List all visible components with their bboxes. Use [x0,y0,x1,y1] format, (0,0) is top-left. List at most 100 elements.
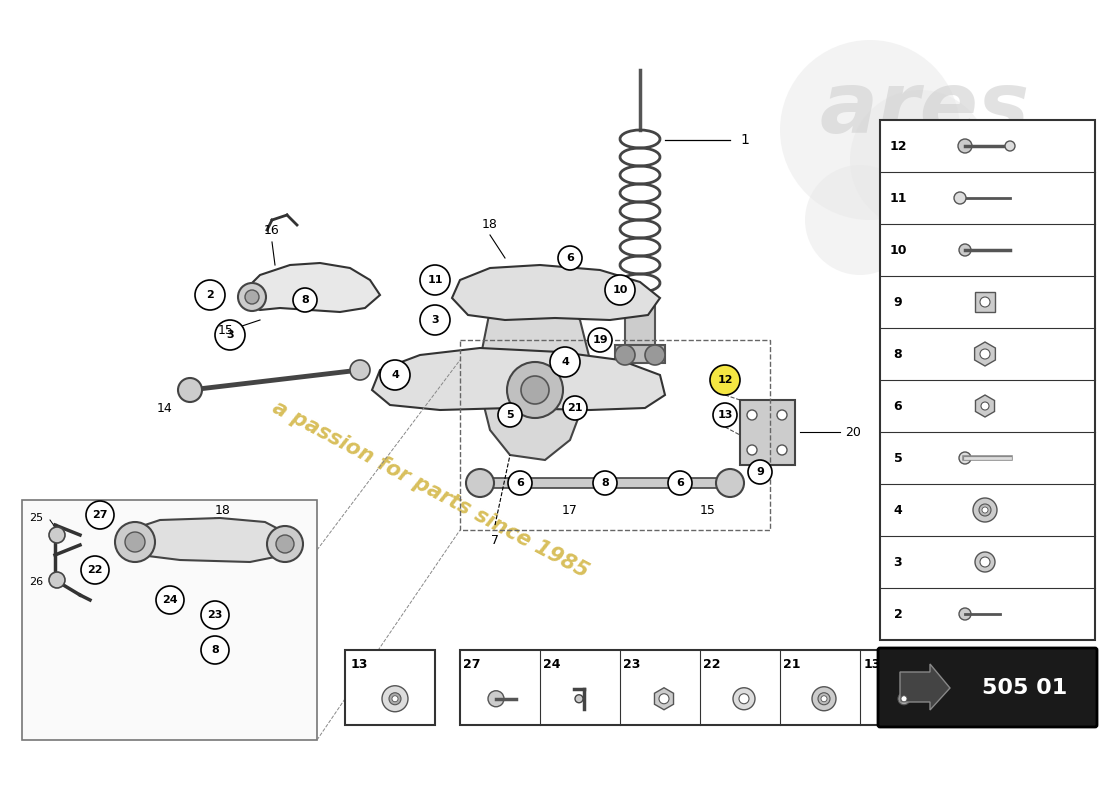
Circle shape [379,360,410,390]
Text: 8: 8 [211,645,219,655]
Circle shape [50,572,65,588]
Text: 24: 24 [543,658,561,670]
Text: 19: 19 [592,335,608,345]
Text: 21: 21 [783,658,801,670]
Circle shape [238,283,266,311]
Text: 13: 13 [864,658,881,670]
Circle shape [975,552,996,572]
Text: 20: 20 [845,426,861,438]
Text: 26: 26 [29,577,43,587]
Circle shape [293,288,317,312]
Circle shape [81,556,109,584]
Circle shape [389,693,402,705]
Text: 15: 15 [218,323,234,337]
Polygon shape [480,295,590,460]
Text: 14: 14 [157,402,173,414]
Circle shape [466,469,494,497]
Text: 7: 7 [491,534,499,546]
Text: 6: 6 [893,399,902,413]
Text: 25: 25 [29,513,43,523]
Text: 8: 8 [601,478,609,488]
Text: 9: 9 [756,467,763,477]
Circle shape [891,686,917,712]
Circle shape [821,696,827,702]
Circle shape [605,275,635,305]
Circle shape [382,686,408,712]
Circle shape [812,686,836,710]
Circle shape [959,452,971,464]
Text: 4: 4 [561,357,569,367]
Circle shape [710,365,740,395]
Text: 15: 15 [700,503,716,517]
Text: 23: 23 [624,658,640,670]
Text: 12: 12 [717,375,733,385]
Text: 13: 13 [350,658,367,670]
Circle shape [898,693,910,705]
Text: 10: 10 [889,243,906,257]
Circle shape [974,498,997,522]
Circle shape [156,586,184,614]
Circle shape [350,360,370,380]
Circle shape [214,320,245,350]
Text: 24: 24 [162,595,178,605]
Text: 3: 3 [431,315,439,325]
Circle shape [645,345,665,365]
Circle shape [50,527,65,543]
Circle shape [780,40,960,220]
Text: 22: 22 [87,565,102,575]
Circle shape [805,165,915,275]
Circle shape [507,362,563,418]
Circle shape [588,328,612,352]
Circle shape [747,410,757,420]
Circle shape [982,507,988,513]
Text: 27: 27 [463,658,481,670]
Text: 6: 6 [516,478,524,488]
Circle shape [958,139,972,153]
Text: 3: 3 [893,555,902,569]
Circle shape [959,608,971,620]
Text: 18: 18 [482,218,498,231]
Circle shape [980,297,990,307]
Text: 11: 11 [427,275,442,285]
Circle shape [981,402,989,410]
Polygon shape [452,265,660,320]
Text: 9: 9 [893,295,902,309]
Bar [22,500,317,740]
Circle shape [954,192,966,204]
Text: ares: ares [820,69,1031,151]
Text: 4: 4 [893,503,902,517]
Circle shape [659,694,669,704]
Circle shape [901,696,908,702]
Circle shape [195,280,226,310]
Circle shape [850,90,990,230]
Circle shape [498,403,522,427]
Bar [460,340,770,530]
Circle shape [267,526,303,562]
Circle shape [558,246,582,270]
Bar [480,478,730,488]
Text: 5: 5 [893,451,902,465]
Circle shape [420,305,450,335]
Circle shape [1005,141,1015,151]
Circle shape [959,244,971,256]
Circle shape [979,504,991,516]
Text: 22: 22 [703,658,720,670]
Circle shape [86,501,114,529]
Text: 12: 12 [889,139,906,153]
Bar [615,345,666,363]
Polygon shape [900,664,950,710]
Polygon shape [118,518,290,562]
Circle shape [980,557,990,567]
Circle shape [713,403,737,427]
Text: 16: 16 [264,223,279,237]
Text: 27: 27 [92,510,108,520]
Text: 17: 17 [562,503,578,517]
Circle shape [201,636,229,664]
Text: 11: 11 [889,191,906,205]
Circle shape [739,694,749,704]
Circle shape [125,532,145,552]
Circle shape [488,690,504,706]
Polygon shape [372,348,666,410]
Circle shape [508,471,532,495]
Text: 2: 2 [893,607,902,621]
